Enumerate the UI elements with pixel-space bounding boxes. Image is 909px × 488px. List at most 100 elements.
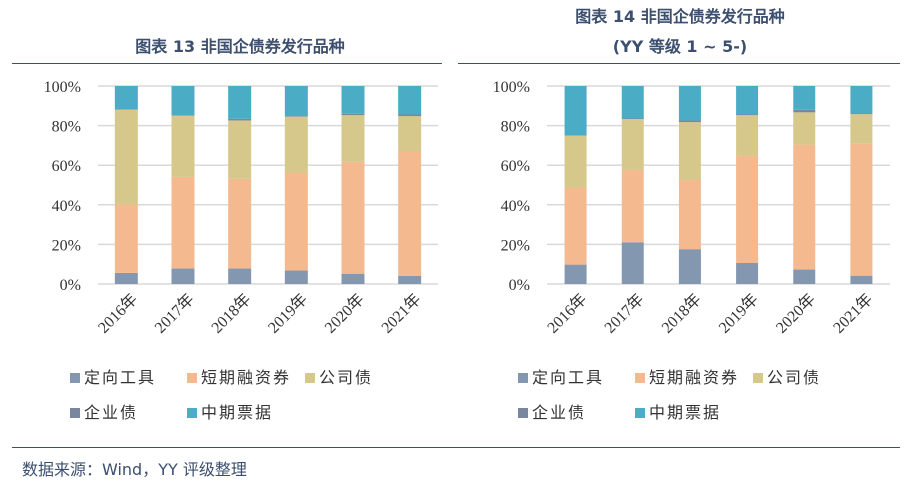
- y-tick-label: 100%: [493, 79, 530, 96]
- source-note: 数据来源：Wind，YY 评级整理: [22, 460, 247, 479]
- bar-segment: [284, 172, 308, 271]
- bar-segment: [736, 86, 759, 115]
- bar-segment: [736, 114, 759, 116]
- legend-swatch: [518, 373, 528, 383]
- bar-segment: [398, 116, 422, 152]
- bar-segment: [284, 86, 308, 117]
- bar-segment: [341, 115, 365, 162]
- bar-segment: [850, 113, 873, 115]
- y-tick-label: 40%: [501, 198, 530, 215]
- legend-label: 公司债: [767, 368, 821, 387]
- bar-segment: [564, 135, 587, 188]
- title-rule-left: [12, 63, 442, 64]
- y-tick-label: 60%: [52, 158, 81, 175]
- bar-segment: [228, 86, 252, 119]
- y-tick-label: 0%: [509, 277, 530, 294]
- chart2-subtitle: (YY 等级 1 ~ 5-): [612, 37, 748, 56]
- bar-segment: [564, 86, 587, 136]
- legend-swatch: [635, 408, 645, 418]
- bar-segment: [793, 86, 816, 110]
- bar-segment: [341, 86, 365, 114]
- legend-label: 定向工具: [532, 368, 604, 387]
- bar-segment: [228, 118, 252, 121]
- x-tick-label: 2019年: [715, 290, 762, 337]
- y-tick-label: 0%: [60, 277, 81, 294]
- bar-segment: [678, 86, 701, 121]
- bar-segment: [621, 119, 644, 170]
- bar-segment: [736, 263, 759, 284]
- bar-segment: [850, 143, 873, 276]
- bar-segment: [564, 264, 587, 284]
- legend-swatch: [187, 373, 197, 383]
- bar-segment: [736, 155, 759, 264]
- bar-segment: [228, 178, 252, 269]
- bar-segment: [284, 116, 308, 117]
- bar-segment: [171, 268, 195, 284]
- bar-segment: [284, 116, 308, 173]
- y-tick-label: 100%: [44, 79, 81, 96]
- legend-swatch: [635, 373, 645, 383]
- bar-segment: [621, 169, 644, 243]
- bar-segment: [850, 114, 873, 144]
- chart1-title: 图表 13 非国企债券发行品种: [135, 37, 345, 56]
- x-tick-label: 2017年: [601, 290, 648, 337]
- legend-label: 短期融资券: [649, 368, 739, 387]
- bar-segment: [114, 272, 138, 284]
- x-tick-label: 2020年: [772, 290, 819, 337]
- bar-segment: [114, 86, 138, 110]
- bar-segment: [793, 112, 816, 145]
- legend-swatch: [70, 373, 80, 383]
- bar-segment: [171, 115, 195, 116]
- bar-segment: [621, 118, 644, 120]
- y-tick-label: 40%: [52, 198, 81, 215]
- bar-segment: [793, 269, 816, 284]
- bar-segment: [341, 161, 365, 274]
- legend-label: 企业债: [532, 403, 586, 422]
- bar-segment: [114, 204, 138, 273]
- legend-label: 短期融资券: [201, 368, 291, 387]
- legend-label: 公司债: [319, 368, 373, 387]
- bar-segment: [621, 242, 644, 284]
- bar-segment: [621, 86, 644, 119]
- footer-rule: [12, 447, 900, 448]
- x-tick-label: 2021年: [830, 290, 877, 337]
- bar-segment: [564, 187, 587, 265]
- y-tick-label: 80%: [52, 119, 81, 136]
- bar-segment: [793, 144, 816, 270]
- y-tick-label: 20%: [52, 237, 81, 254]
- y-tick-label: 20%: [501, 237, 530, 254]
- legend-swatch: [518, 408, 528, 418]
- bar-segment: [228, 120, 252, 179]
- chart2-title: 图表 14 非国企债券发行品种: [575, 7, 785, 26]
- legend-swatch: [305, 373, 315, 383]
- legend-swatch: [753, 373, 763, 383]
- bar-segment: [341, 273, 365, 284]
- bar-segment: [398, 114, 422, 117]
- bar-segment: [793, 109, 816, 113]
- bar-segment: [850, 86, 873, 114]
- bar-segment: [284, 270, 308, 284]
- bar-segment: [171, 115, 195, 177]
- bar-segment: [114, 109, 138, 110]
- title-rule-right: [458, 63, 900, 64]
- legend-label: 企业债: [84, 403, 138, 422]
- bar-segment: [114, 109, 138, 205]
- legend-swatch: [187, 408, 197, 418]
- x-tick-label: 2016年: [544, 290, 591, 337]
- bar-segment: [678, 180, 701, 250]
- bar-segment: [678, 249, 701, 284]
- y-tick-label: 80%: [501, 119, 530, 136]
- bar-segment: [171, 176, 195, 269]
- legend-label: 中期票据: [201, 403, 273, 422]
- bar-segment: [736, 115, 759, 156]
- legend-swatch: [70, 408, 80, 418]
- y-tick-label: 60%: [501, 158, 530, 175]
- bar-segment: [171, 86, 195, 116]
- legend-label: 定向工具: [84, 368, 156, 387]
- bar-segment: [398, 275, 422, 284]
- bar-segment: [398, 86, 422, 115]
- bar-segment: [678, 120, 701, 123]
- x-tick-label: 2018年: [658, 290, 705, 337]
